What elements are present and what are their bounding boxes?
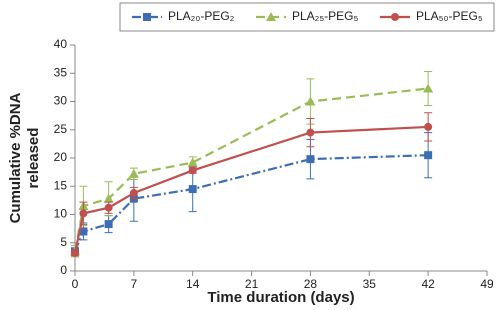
- data-point: [103, 193, 114, 203]
- legend-label: PLA₂₅-PEG₅: [292, 9, 359, 23]
- data-point: [104, 220, 113, 229]
- x-tick-label: 14: [186, 277, 200, 291]
- data-point: [79, 227, 88, 236]
- series-line: [73, 154, 429, 252]
- x-tick-label: 0: [72, 277, 79, 291]
- y-tick-label: 15: [54, 178, 68, 192]
- y-tick-label: 30: [54, 94, 68, 108]
- series-line: [73, 125, 429, 254]
- data-point: [104, 203, 113, 212]
- y-tick-label: 40: [54, 37, 68, 51]
- y-tick-label: 5: [60, 235, 67, 249]
- data-point: [424, 151, 433, 160]
- x-tick-label: 21: [245, 277, 259, 291]
- y-axis-title: released: [25, 128, 42, 189]
- y-tick-label: 20: [54, 150, 68, 164]
- x-tick-label: 7: [131, 277, 138, 291]
- x-tick-label: 28: [304, 277, 318, 291]
- data-point: [306, 155, 315, 164]
- x-tick-label: 49: [480, 277, 494, 291]
- y-axis-title: Cumulative %DNA: [7, 92, 24, 223]
- x-tick-label: 42: [421, 277, 435, 291]
- y-tick-label: 35: [54, 65, 68, 79]
- x-tick-label: 35: [363, 277, 377, 291]
- legend-label: PLA₂₀-PEG₂: [168, 9, 235, 23]
- y-tick-label: 0: [60, 263, 67, 277]
- legend-box: [119, 2, 495, 32]
- legend-marker: [143, 13, 151, 21]
- data-point: [188, 166, 197, 175]
- data-point: [305, 96, 316, 106]
- data-point: [128, 168, 139, 178]
- x-axis-title: Time duration (days): [207, 289, 354, 306]
- legend-label: PLA₅₀-PEG₅: [416, 9, 483, 23]
- y-tick-label: 10: [54, 207, 68, 221]
- data-point: [129, 189, 138, 198]
- data-point: [79, 209, 88, 218]
- legend-marker: [266, 12, 276, 21]
- y-tick-label: 25: [54, 122, 68, 136]
- legend-marker: [391, 13, 399, 21]
- data-point: [187, 157, 198, 167]
- data-point: [188, 185, 197, 194]
- data-point: [423, 83, 434, 93]
- data-point: [306, 128, 315, 137]
- series-line: [73, 87, 429, 252]
- data-point: [424, 122, 433, 131]
- data-point: [71, 248, 79, 257]
